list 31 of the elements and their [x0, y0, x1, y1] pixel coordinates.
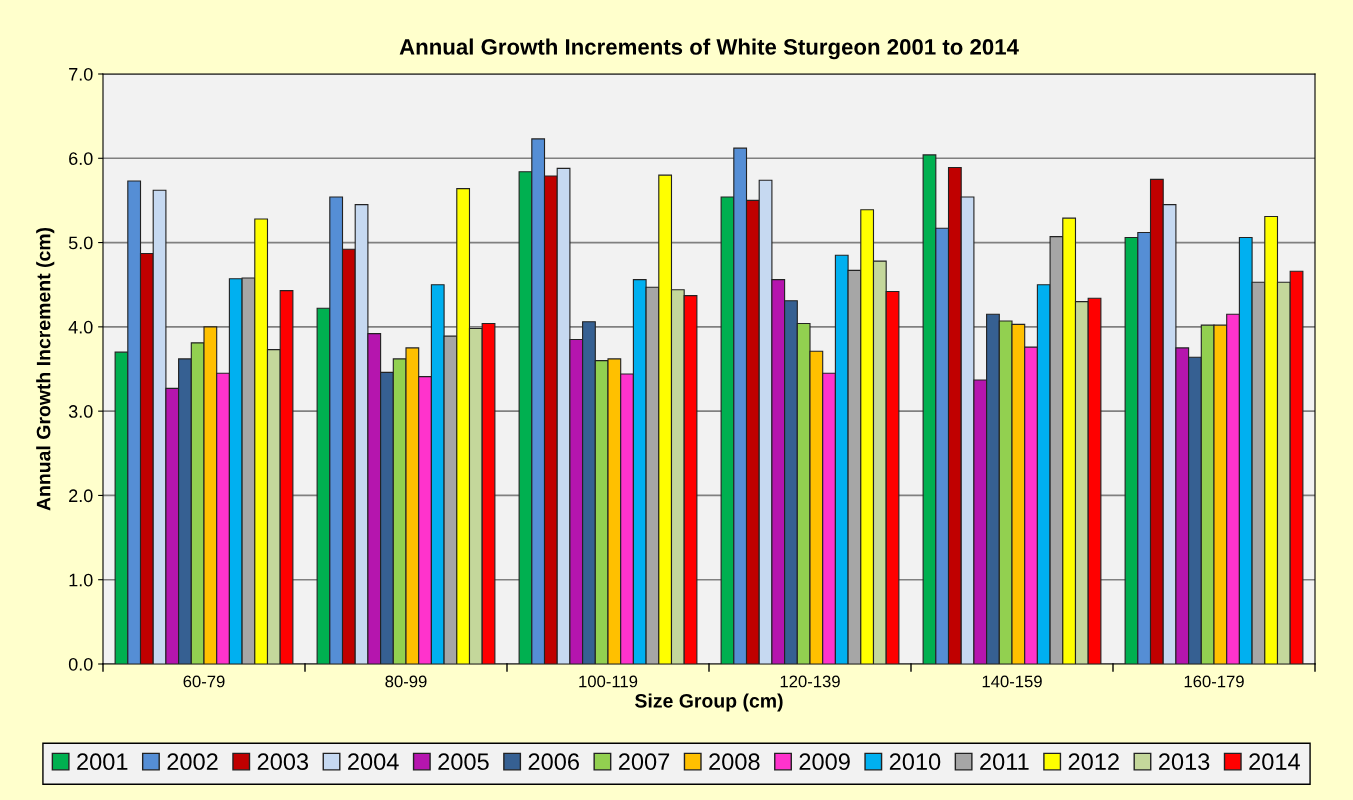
y-axis-title: Annual Growth Increment (cm) [36, 227, 55, 511]
legend-label: 2006 [528, 753, 579, 771]
legend-label: 2008 [709, 753, 760, 771]
x-tick-label: 80-99 [385, 675, 427, 688]
legend-label: 2001 [77, 753, 128, 771]
legend-label: 2010 [889, 753, 941, 771]
y-tick-label: 3.0 [68, 405, 93, 418]
legend-label: 2012 [1068, 753, 1119, 771]
y-tick-label: 5.0 [68, 236, 93, 250]
x-tick-label: 60-79 [183, 675, 225, 688]
y-tick-label: 4.0 [68, 320, 93, 334]
x-axis-title: Size Group (cm) [635, 693, 783, 712]
y-tick-label: 7.0 [69, 67, 93, 81]
x-tick-label: 160-179 [1184, 675, 1244, 688]
legend-label: 2004 [348, 753, 399, 771]
x-tick-label: 140-159 [982, 675, 1042, 688]
x-tick-label: 100-119 [579, 675, 638, 688]
legend-label: 2014 [1249, 753, 1300, 771]
legend-label: 2011 [980, 753, 1029, 771]
legend-label: 2005 [438, 753, 489, 771]
legend-label: 2013 [1159, 753, 1210, 771]
y-tick-label: 6.0 [69, 152, 93, 166]
legend-label: 2009 [799, 753, 850, 771]
y-tick-label: 0.0 [68, 657, 93, 671]
legend-label: 2002 [167, 753, 218, 771]
legend-label: 2007 [618, 753, 670, 771]
y-tick-label: 2.0 [69, 489, 93, 503]
x-tick-label: 120-139 [780, 675, 840, 688]
legend-label: 2003 [257, 753, 309, 771]
chart-title: Annual Growth Increments of White Sturgeon 2001 to 2014 [399, 38, 1019, 60]
y-tick-label: 1.0 [69, 573, 93, 587]
